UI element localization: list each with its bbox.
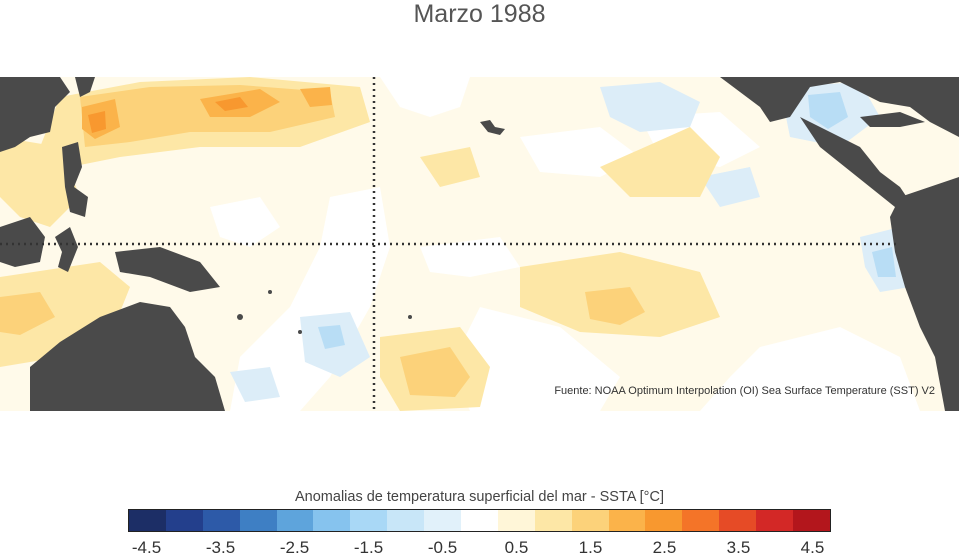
- data-source-note: Fuente: NOAA Optimum Interpolation (OI) …: [554, 385, 935, 397]
- colorbar-segment: [534, 510, 572, 531]
- colorbar-tick-label: 2.5: [652, 538, 677, 557]
- landmass-north-america: [720, 77, 959, 137]
- landmass-japan: [75, 77, 95, 97]
- colorbar-tick-label: -3.5: [205, 538, 236, 557]
- landmass-cuba: [860, 112, 925, 127]
- colorbar-segment: [129, 510, 166, 531]
- colorbar-tick-label: 1.5: [578, 538, 603, 557]
- ssta-map-canvas: [0, 77, 959, 411]
- colorbar: [128, 509, 831, 532]
- colorbar-segment: [645, 510, 683, 531]
- landmass-borneo: [0, 217, 45, 267]
- colorbar-segment: [571, 510, 609, 531]
- colorbar-segment: [793, 510, 830, 531]
- landmass-central-america: [800, 117, 910, 207]
- colorbar-segment: [461, 510, 498, 531]
- landmass-australia: [30, 302, 225, 411]
- colorbar-segment: [608, 510, 646, 531]
- colorbar-segment: [202, 510, 240, 531]
- landmass-asia: [0, 77, 70, 152]
- colorbar-segment: [165, 510, 203, 531]
- colorbar-tick-label: -4.5: [131, 538, 162, 557]
- colorbar-segment: [313, 510, 351, 531]
- colorbar-segment: [497, 510, 535, 531]
- colorbar-segment: [387, 510, 425, 531]
- colorbar-tick-label: 4.5: [800, 538, 825, 557]
- colorbar-segment: [756, 510, 794, 531]
- colorbar-tick-label: -0.5: [427, 538, 458, 557]
- colorbar-segment: [276, 510, 314, 531]
- colorbar-tick-label: 3.5: [726, 538, 751, 557]
- colorbar-tick-label: 0.5: [504, 538, 529, 557]
- colorbar-segment: [424, 510, 462, 531]
- colorbar-tick-label: -1.5: [353, 538, 384, 557]
- colorbar-segment: [682, 510, 720, 531]
- landmass-philippines: [62, 142, 88, 217]
- landmass-south-america: [890, 177, 959, 411]
- anomaly-positive-peak[interactable]: [88, 97, 248, 133]
- colorbar-segment: [719, 510, 757, 531]
- map-title: Marzo 1988: [413, 0, 546, 28]
- colorbar-segment: [350, 510, 388, 531]
- colorbar-segment: [239, 510, 277, 531]
- ssta-map: [0, 77, 959, 411]
- colorbar-title: Anomalias de temperatura superficial del…: [295, 489, 664, 505]
- anomaly-negative-stronger[interactable]: [318, 92, 896, 349]
- landmass-hawaii: [480, 120, 505, 135]
- reference-lines: [0, 77, 900, 411]
- colorbar-ticks: -4.5 -3.5 -2.5 -1.5 -0.5 0.5 1.5 2.5 3.5 4.5: [0, 538, 959, 558]
- land-masses: [0, 77, 959, 411]
- colorbar-tick-label: -2.5: [279, 538, 310, 557]
- landmass-new-guinea: [115, 247, 220, 292]
- landmass-sulawesi: [55, 227, 78, 272]
